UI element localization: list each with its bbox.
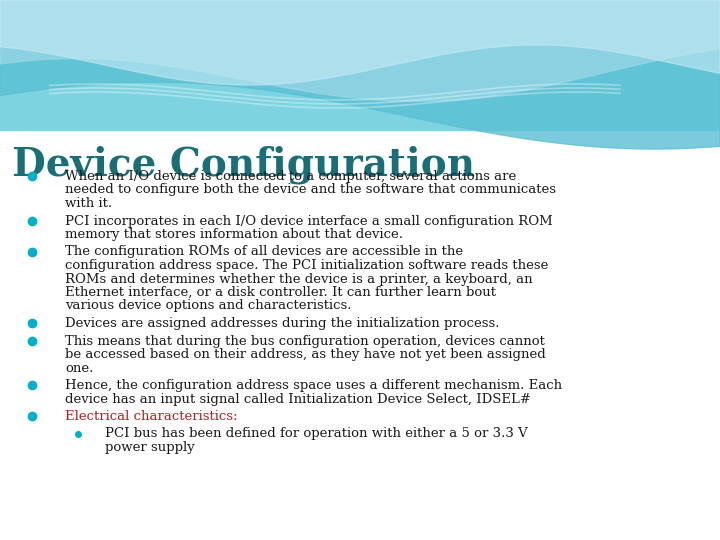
Text: Electrical characteristics:: Electrical characteristics: <box>65 410 238 423</box>
Polygon shape <box>0 0 720 102</box>
Text: memory that stores information about that device.: memory that stores information about tha… <box>65 228 403 241</box>
Text: Hence, the configuration address space uses a different mechanism. Each: Hence, the configuration address space u… <box>65 379 562 392</box>
Text: with it.: with it. <box>65 197 112 210</box>
Polygon shape <box>0 0 720 149</box>
Text: needed to configure both the device and the software that communicates: needed to configure both the device and … <box>65 184 556 197</box>
Polygon shape <box>0 0 720 130</box>
Text: be accessed based on their address, as they have not yet been assigned: be accessed based on their address, as t… <box>65 348 546 361</box>
Text: When an I/O device is connected to a computer, several actions are: When an I/O device is connected to a com… <box>65 170 516 183</box>
Text: power supply: power supply <box>105 441 194 454</box>
Text: one.: one. <box>65 361 94 375</box>
Polygon shape <box>0 0 720 85</box>
Text: PCI incorporates in each I/O device interface a small configuration ROM: PCI incorporates in each I/O device inte… <box>65 214 553 227</box>
Text: Devices are assigned addresses during the initialization process.: Devices are assigned addresses during th… <box>65 317 500 330</box>
Text: various device options and characteristics.: various device options and characteristi… <box>65 300 351 313</box>
Text: PCI bus has been defined for operation with either a 5 or 3.3 V: PCI bus has been defined for operation w… <box>105 428 528 441</box>
Text: configuration address space. The PCI initialization software reads these: configuration address space. The PCI ini… <box>65 259 549 272</box>
Text: Device Configuration: Device Configuration <box>12 145 475 184</box>
Text: ROMs and determines whether the device is a printer, a keyboard, an: ROMs and determines whether the device i… <box>65 273 533 286</box>
Text: This means that during the bus configuration operation, devices cannot: This means that during the bus configura… <box>65 334 545 348</box>
Text: Ethernet interface, or a disk controller. It can further learn bout: Ethernet interface, or a disk controller… <box>65 286 496 299</box>
Text: device has an input signal called Initialization Device Select, IDSEL#: device has an input signal called Initia… <box>65 393 531 406</box>
Text: The configuration ROMs of all devices are accessible in the: The configuration ROMs of all devices ar… <box>65 246 463 259</box>
